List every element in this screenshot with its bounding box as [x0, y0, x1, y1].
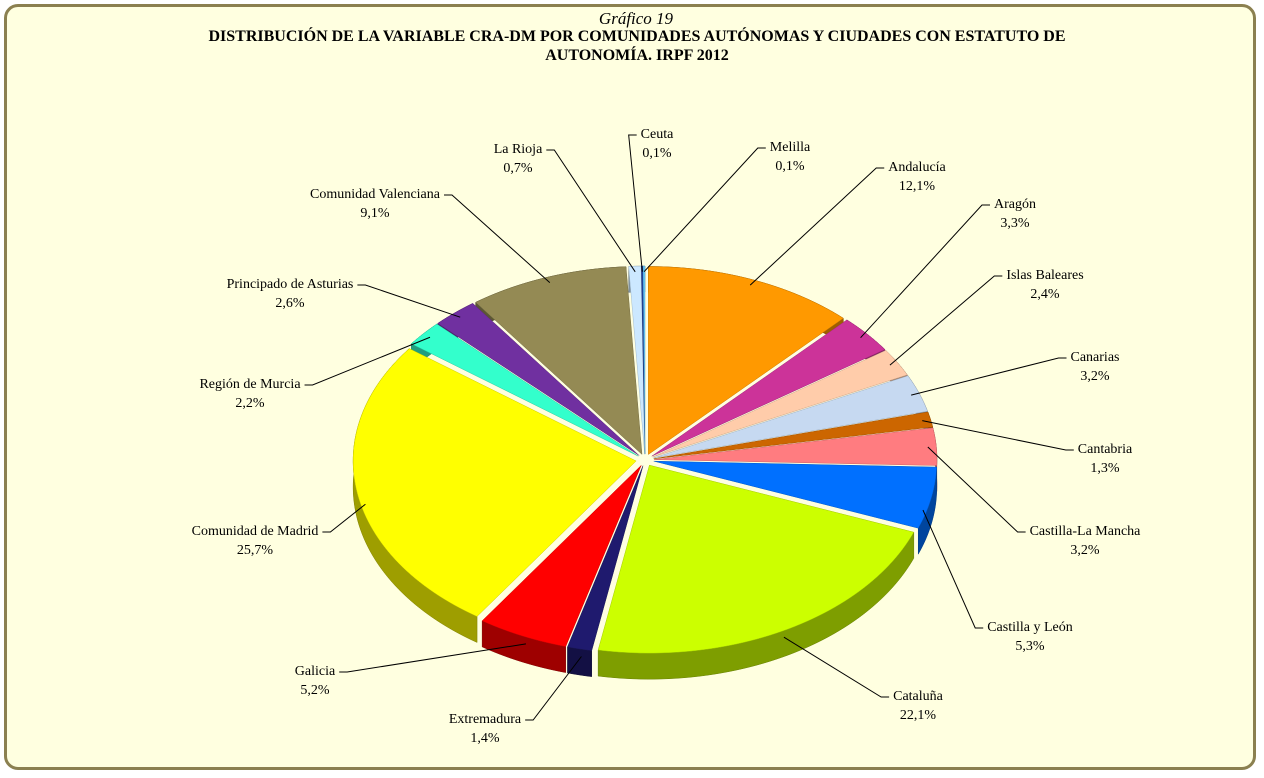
leader-line	[357, 284, 461, 318]
slice-value-label: 25,7%	[237, 543, 274, 558]
leader-line	[911, 357, 1067, 396]
slice-value-label: 2,6%	[275, 296, 305, 311]
pie-slice	[567, 465, 644, 651]
slice-label: Galicia	[295, 664, 336, 679]
slice-value-label: 22,1%	[900, 708, 937, 723]
slice-value-label: 0,1%	[775, 159, 805, 174]
pie-slice	[648, 266, 844, 455]
pie-slice	[653, 460, 937, 529]
slice-value-label: 5,2%	[300, 683, 330, 698]
pie-slice	[653, 411, 934, 460]
slice-label: Aragón	[994, 197, 1036, 212]
slice-value-label: 3,3%	[1000, 216, 1030, 231]
slice-label: Melilla	[770, 140, 811, 155]
chart-caption: Gráfico 19	[598, 9, 674, 28]
leader-line	[922, 420, 1074, 451]
leader-line	[304, 336, 431, 386]
chart-frame: Gráfico 19 DISTRIBUCIÓN DE LA VARIABLE C…	[4, 4, 1256, 770]
pie-tops	[352, 265, 938, 654]
leader-line	[783, 636, 890, 698]
slice-value-label: 0,1%	[642, 146, 672, 161]
slice-label: Ceuta	[641, 127, 674, 142]
leader-line	[860, 204, 990, 339]
pie-slice	[481, 465, 642, 647]
slice-value-label: 2,2%	[235, 396, 265, 411]
slice-label: Islas Baleares	[1006, 268, 1083, 283]
leader-line	[922, 509, 984, 629]
slice-value-label: 9,1%	[360, 206, 390, 221]
leader-line	[628, 134, 643, 272]
slice-value-label: 1,4%	[470, 731, 500, 746]
slice-label: Andalucía	[888, 160, 946, 175]
slice-value-label: 12,1%	[899, 179, 936, 194]
slice-label: Principado de Asturias	[227, 277, 354, 292]
slice-label: Canarias	[1071, 350, 1120, 365]
pie-slice	[410, 323, 639, 457]
leader-line	[322, 503, 366, 533]
leader-line	[546, 149, 636, 273]
leader-line	[643, 147, 766, 273]
slice-value-label: 2,4%	[1030, 287, 1060, 302]
pie-slice	[653, 427, 938, 466]
pie-slice	[652, 350, 908, 458]
pie-slice	[475, 266, 643, 456]
slice-label: Cantabria	[1078, 442, 1133, 457]
chart-title: DISTRIBUCIÓN DE LA VARIABLE CRA-DM POR C…	[208, 28, 1066, 64]
leader-line	[525, 656, 582, 721]
pie-slice	[597, 464, 915, 654]
slice-label: Castilla y León	[987, 620, 1073, 635]
slice-value-label: 3,2%	[1070, 543, 1100, 558]
slice-value-label: 1,3%	[1090, 461, 1120, 476]
leader-line	[749, 167, 885, 286]
pie-slice	[352, 348, 637, 617]
leader-line	[444, 194, 551, 284]
slice-value-label: 5,3%	[1015, 639, 1045, 654]
slice-label: Región de Murcia	[199, 377, 301, 392]
slice-label: Cataluña	[893, 689, 944, 704]
slice-label: La Rioja	[494, 142, 543, 157]
slice-value-label: 3,2%	[1080, 369, 1110, 384]
leader-line	[339, 643, 526, 673]
leader-line	[889, 275, 1003, 366]
pie-slice	[437, 303, 640, 456]
slice-label: Castilla-La Mancha	[1030, 524, 1142, 539]
leader-line	[927, 446, 1026, 533]
pie-slice	[642, 265, 646, 455]
slice-label: Extremadura	[449, 712, 522, 727]
pie-slice	[651, 319, 886, 457]
slice-label: Comunidad Valenciana	[310, 187, 441, 202]
pie-slice-side	[567, 646, 592, 677]
slice-label: Comunidad de Madrid	[192, 524, 319, 539]
chart: Andalucía 12,1% Aragón 3,3% Islas Baleares 2,…	[192, 127, 1142, 746]
slice-value-label: 0,7%	[503, 161, 533, 176]
